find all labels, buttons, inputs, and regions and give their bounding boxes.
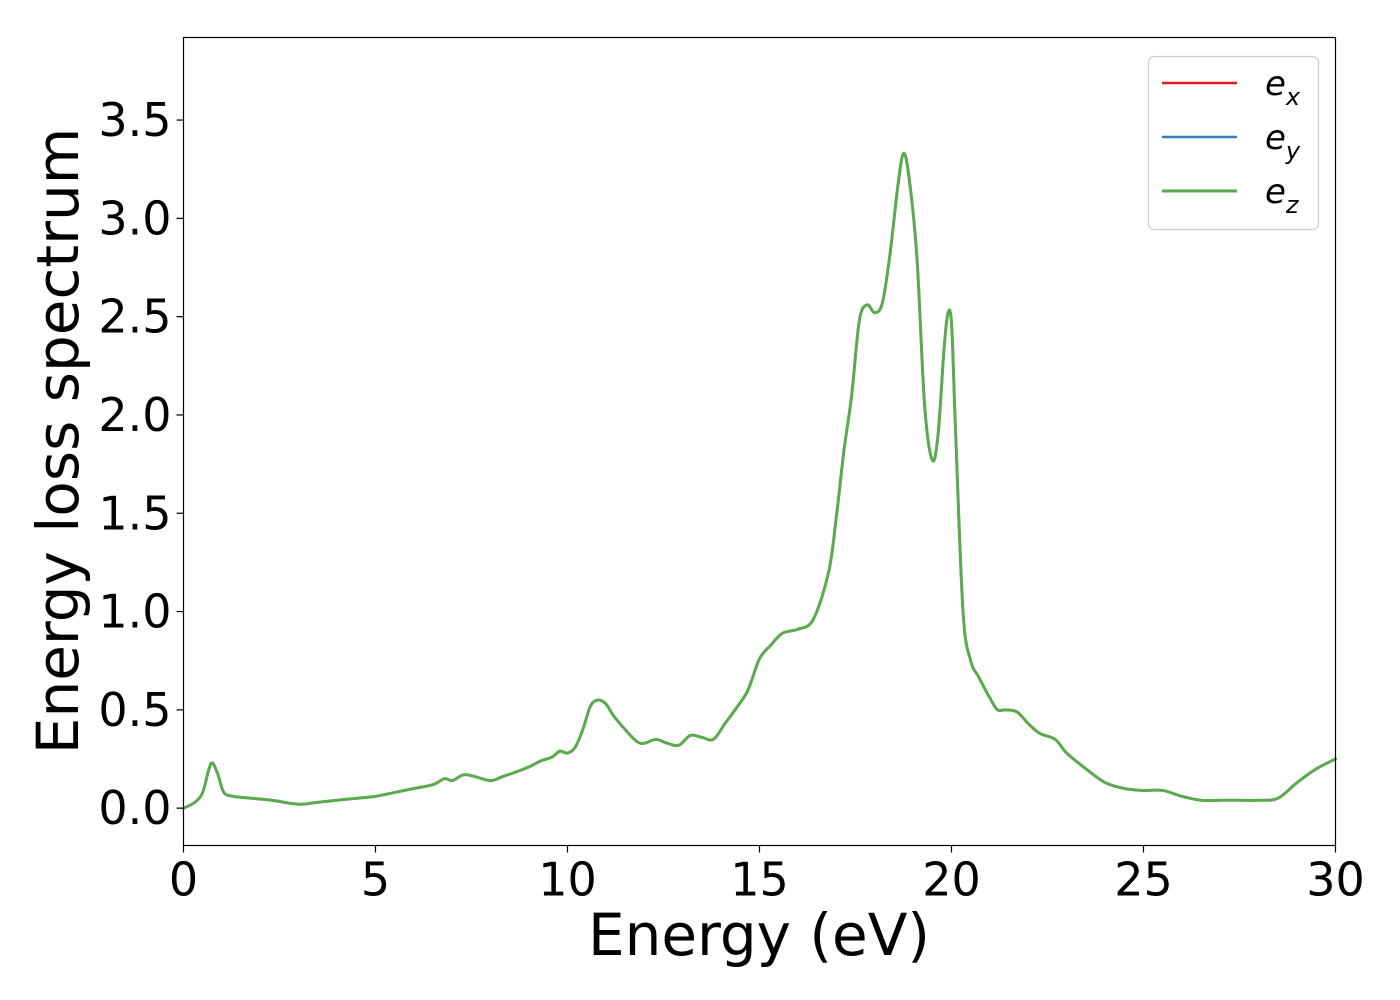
y-axis-label: Energy loss spectrum [24, 128, 92, 754]
x-tick-label: 0 [169, 853, 198, 907]
x-tick-label: 15 [730, 853, 789, 907]
y-tick-label: 2.0 [98, 388, 171, 442]
legend-box [1147, 55, 1320, 231]
x-tick-label: 10 [538, 853, 597, 907]
legend-label-e-z: ez [1265, 172, 1300, 219]
x-axis: 0 5 10 15 20 25 30 [169, 845, 1365, 907]
legend-label-e-x: ex [1265, 64, 1301, 111]
y-tick-label: 3.0 [98, 191, 171, 245]
x-tick-label: 20 [922, 853, 981, 907]
y-tick-label: 0.0 [98, 781, 171, 835]
legend: ex ey ez [1147, 55, 1320, 231]
y-tick-label: 0.5 [98, 683, 171, 737]
x-tick-label: 30 [1306, 853, 1365, 907]
x-tick-label: 25 [1114, 853, 1173, 907]
x-axis-label: Energy (eV) [588, 901, 930, 969]
y-tick-label: 1.0 [98, 585, 171, 639]
x-tick-label: 5 [361, 853, 390, 907]
y-tick-label: 1.5 [98, 486, 171, 540]
y-tick-label: 3.5 [98, 93, 171, 147]
series-layer [182, 151, 1337, 810]
y-tick-label: 2.5 [98, 290, 171, 344]
series-line-e-z [182, 151, 1337, 810]
y-axis: 0.0 0.5 1.0 1.5 2.0 2.5 3.0 3.5 [98, 93, 184, 835]
legend-label-e-y: ey [1265, 118, 1301, 165]
